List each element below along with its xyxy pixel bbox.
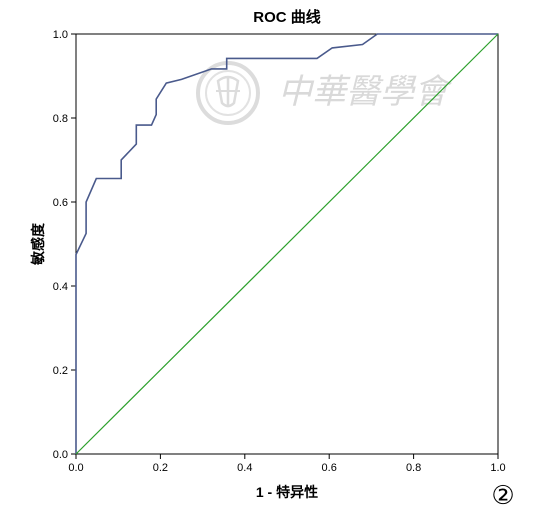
- x-axis-ticks: 0.0 0.2 0.4 0.6 0.8 1.0: [68, 454, 506, 474]
- x-tick-label: 0.0: [68, 462, 83, 474]
- y-tick-label: 1.0: [53, 29, 68, 41]
- x-axis-title: 1 - 特异性: [256, 484, 318, 500]
- x-tick-label: 0.8: [406, 462, 421, 474]
- y-tick-label: 0.6: [53, 197, 68, 209]
- reference-diagonal-line: [75, 33, 499, 455]
- y-tick-label: 0.2: [53, 365, 68, 377]
- x-tick-label: 0.2: [153, 462, 168, 474]
- y-tick-label: 0.4: [53, 281, 68, 293]
- x-tick-label: 1.0: [490, 462, 505, 474]
- y-tick-label: 0.0: [53, 449, 68, 461]
- y-tick-label: 0.8: [53, 113, 68, 125]
- watermark: 中華醫學會: [196, 61, 453, 125]
- panel-label: ②: [491, 480, 514, 510]
- series-layer: [75, 33, 499, 455]
- society-seal-icon: [196, 61, 260, 125]
- y-axis-title: 敏感度: [30, 222, 46, 266]
- x-tick-label: 0.6: [322, 462, 337, 474]
- chart-title: ROC 曲线: [253, 8, 321, 26]
- watermark-text: 中華醫學會: [278, 72, 453, 112]
- roc-curve-line: [75, 33, 498, 454]
- x-tick-label: 0.4: [237, 462, 252, 474]
- y-axis-ticks: 0.0 0.2 0.4 0.6 0.8 1.0: [53, 29, 76, 461]
- plot-frame: [75, 33, 499, 455]
